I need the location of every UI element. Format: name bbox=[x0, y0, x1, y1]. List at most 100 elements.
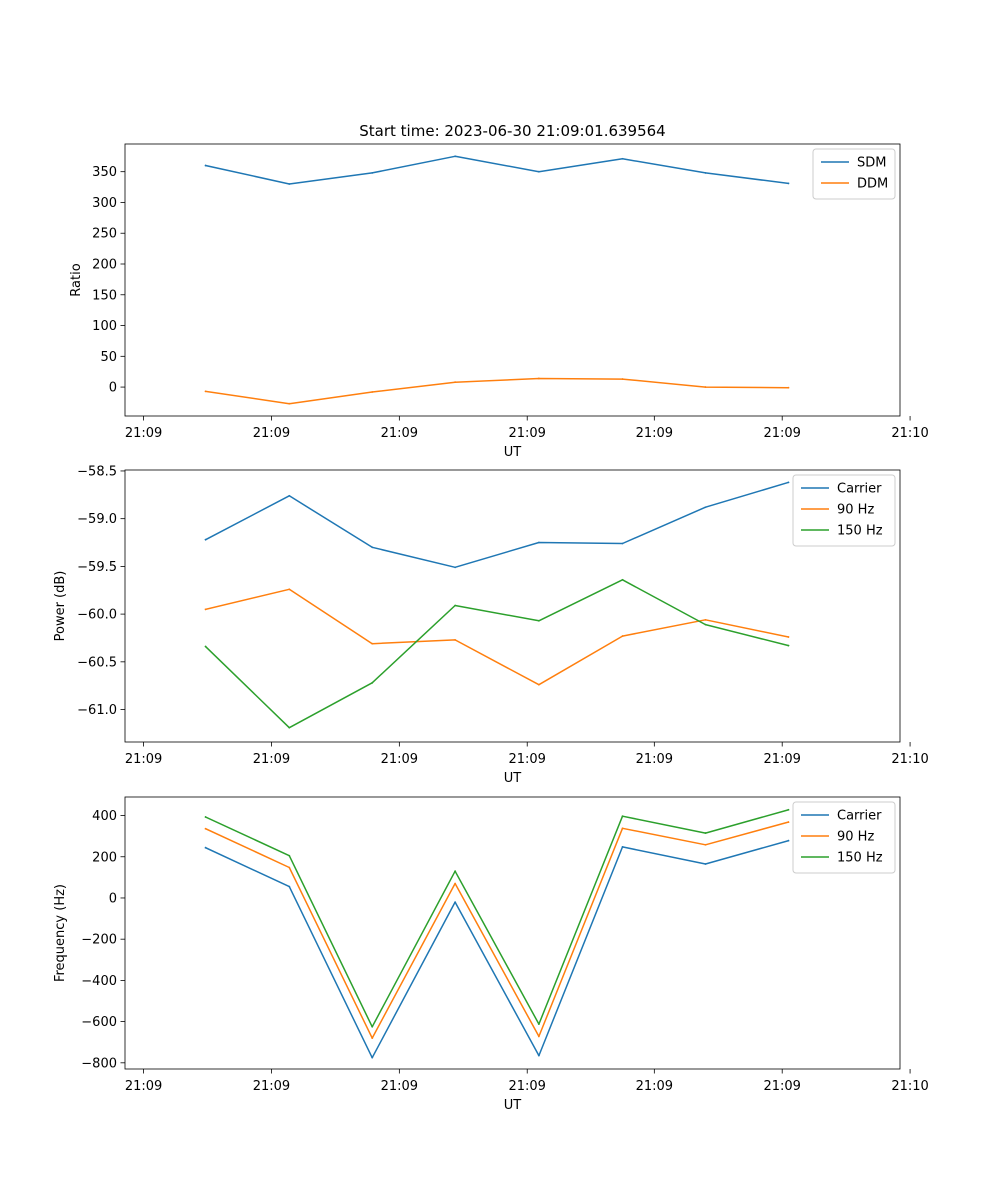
legend-label: 150 Hz bbox=[837, 524, 883, 539]
x-axis-label: UT bbox=[504, 445, 522, 460]
y-tick-label: −800 bbox=[81, 1056, 117, 1071]
x-tick-label: 21:09 bbox=[125, 426, 162, 441]
data-point bbox=[537, 619, 540, 622]
data-point bbox=[787, 839, 790, 842]
x-axis-label: UT bbox=[504, 771, 522, 786]
data-point bbox=[704, 618, 707, 621]
data-point bbox=[454, 604, 457, 607]
data-point bbox=[621, 542, 624, 545]
x-tick-label: 21:09 bbox=[636, 1079, 673, 1094]
data-point bbox=[204, 816, 207, 818]
x-tick-label: 21:10 bbox=[891, 426, 928, 441]
data-point bbox=[204, 164, 207, 167]
data-point bbox=[204, 827, 207, 830]
data-point bbox=[288, 402, 291, 405]
x-tick-label: 21:09 bbox=[253, 752, 290, 767]
series-line-2 bbox=[204, 579, 790, 729]
y-tick-label: 350 bbox=[92, 165, 117, 180]
x-tick-label: 21:09 bbox=[508, 1079, 545, 1094]
series-line-1 bbox=[204, 821, 790, 1039]
y-tick-label: −59.5 bbox=[77, 560, 117, 575]
subplot-2: 21:09 21:09 21:09 21:09 21:09 21:09 21:10 −61.0… bbox=[53, 464, 929, 786]
y-tick-label: 100 bbox=[92, 319, 117, 334]
x-tick-label: 21:09 bbox=[125, 752, 162, 767]
legend-box bbox=[792, 474, 896, 547]
data-point bbox=[204, 538, 207, 541]
y-tick-label: 200 bbox=[92, 258, 117, 273]
y-tick-label: −61.0 bbox=[77, 703, 117, 718]
legend-label: SDM bbox=[857, 156, 886, 171]
series-line-0 bbox=[204, 839, 790, 1059]
x-tick-label: 21:09 bbox=[125, 1079, 162, 1094]
data-point bbox=[454, 566, 457, 569]
data-point bbox=[787, 821, 790, 824]
data-point bbox=[621, 845, 624, 848]
chart-title: Start time: 2023-06-30 21:09:01.639564 bbox=[359, 122, 665, 140]
data-point bbox=[288, 866, 291, 869]
legend-box bbox=[792, 801, 896, 874]
subplot-1: 21:09 21:09 21:09 21:09 21:09 21:09 21:10 0 50 10… bbox=[69, 122, 929, 460]
data-point bbox=[704, 832, 707, 834]
data-point bbox=[537, 170, 540, 173]
y-tick-label: −400 bbox=[81, 974, 117, 989]
y-tick-label: −60.5 bbox=[77, 655, 117, 670]
data-point bbox=[371, 681, 374, 684]
y-tick-label: 0 bbox=[109, 891, 117, 906]
data-point bbox=[204, 645, 207, 648]
y-tick-label: −200 bbox=[81, 933, 117, 948]
x-tick-label: 21:09 bbox=[253, 426, 290, 441]
data-point bbox=[288, 726, 291, 729]
data-point bbox=[371, 1025, 374, 1028]
data-point bbox=[704, 172, 707, 174]
data-point bbox=[621, 578, 624, 581]
y-tick-label: 250 bbox=[92, 227, 117, 242]
data-point bbox=[621, 827, 624, 830]
data-point bbox=[621, 635, 624, 637]
legend-label: 150 Hz bbox=[837, 851, 883, 866]
x-tick-label: 21:09 bbox=[763, 752, 800, 767]
data-point bbox=[454, 870, 457, 873]
data-point bbox=[454, 882, 457, 885]
x-tick-label: 21:09 bbox=[763, 1079, 800, 1094]
x-tick-label: 21:09 bbox=[636, 752, 673, 767]
x-tick-label: 21:09 bbox=[253, 1079, 290, 1094]
axes-frame bbox=[124, 143, 901, 417]
y-axis-label: Power (dB) bbox=[53, 571, 68, 642]
y-tick-label: −59.0 bbox=[77, 512, 117, 527]
data-point bbox=[454, 381, 457, 384]
data-point bbox=[704, 863, 707, 865]
data-point bbox=[288, 885, 291, 888]
y-tick-label: −58.5 bbox=[77, 464, 117, 479]
y-tick-label: 150 bbox=[92, 288, 117, 303]
series-line-0 bbox=[204, 155, 790, 185]
data-point bbox=[454, 638, 457, 641]
y-axis-label: Frequency (Hz) bbox=[53, 884, 68, 982]
data-point bbox=[204, 608, 207, 611]
data-point bbox=[787, 386, 790, 389]
series-line-0 bbox=[204, 481, 790, 569]
legend: Carrier 90 Hz 150 Hz bbox=[792, 474, 896, 547]
data-point bbox=[454, 155, 457, 158]
x-axis-label: UT bbox=[504, 1098, 522, 1113]
data-point bbox=[537, 1035, 540, 1038]
data-point bbox=[371, 1056, 374, 1059]
y-tick-label: 200 bbox=[92, 850, 117, 865]
data-point bbox=[537, 1023, 540, 1025]
data-point bbox=[704, 843, 707, 846]
legend-label: Carrier bbox=[837, 809, 882, 824]
x-tick-label: 21:10 bbox=[891, 1079, 928, 1094]
data-point bbox=[621, 815, 624, 818]
y-tick-label: −600 bbox=[81, 1015, 117, 1030]
data-point bbox=[537, 541, 540, 544]
series-line-1 bbox=[204, 588, 790, 686]
data-point bbox=[704, 623, 707, 626]
data-point bbox=[787, 636, 790, 638]
x-tick-label: 21:09 bbox=[381, 426, 418, 441]
series-line-2 bbox=[204, 808, 790, 1028]
data-point bbox=[288, 588, 291, 591]
data-point bbox=[371, 391, 374, 393]
data-point bbox=[454, 901, 457, 903]
series-line-1 bbox=[204, 377, 790, 405]
legend: SDM DDM bbox=[812, 148, 896, 200]
